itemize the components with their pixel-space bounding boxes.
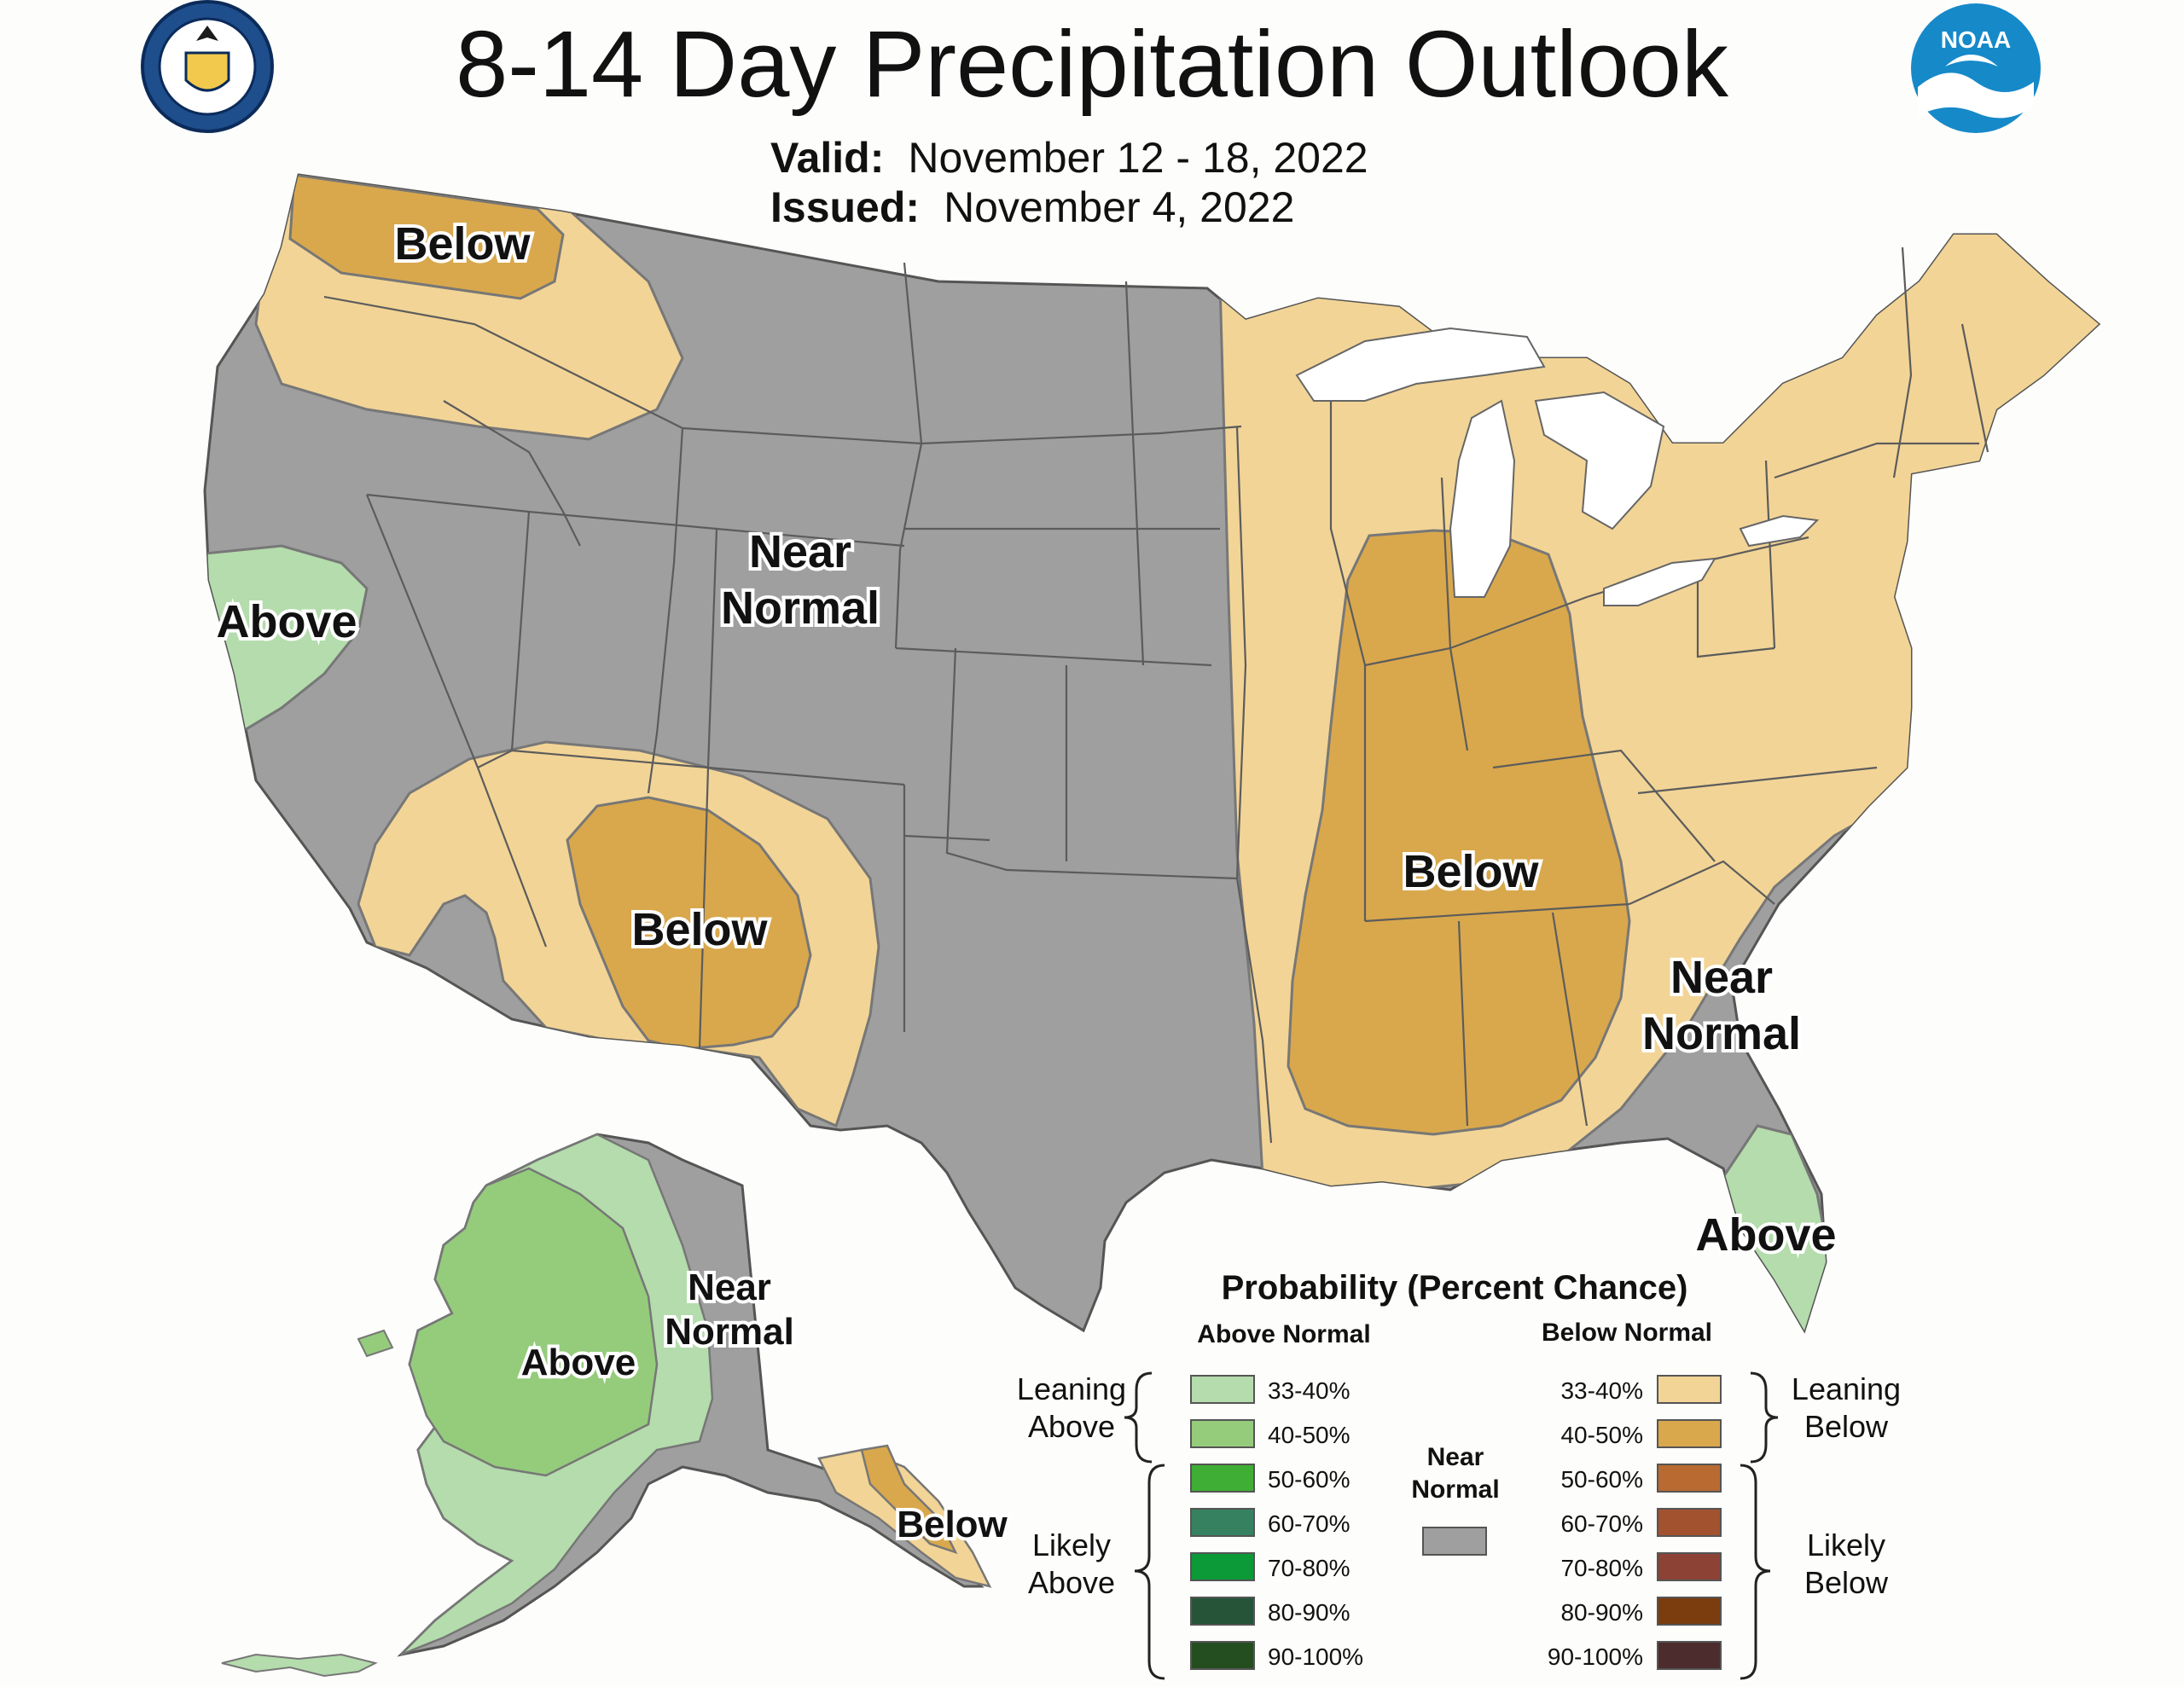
- issued-label: Issued:: [770, 183, 921, 231]
- region-label-florida-above: Above: [1695, 1209, 1836, 1261]
- legend-likely-below-line2: Below: [1804, 1565, 1889, 1600]
- alaska-map: [221, 1133, 992, 1678]
- map-title: 8-14 Day Precipitation Outlook: [456, 12, 1728, 117]
- legend-bin-label-above-5: 80-90%: [1268, 1599, 1350, 1626]
- legend-braces: [1124, 1371, 1779, 1680]
- legend-bin-label-below-4: 70-80%: [1560, 1555, 1643, 1581]
- legend-swatch-above-70-80: [1190, 1552, 1255, 1581]
- lake-superior: [1295, 327, 1546, 402]
- state-borders: [323, 246, 1989, 1144]
- region-label-alaska-below: Below: [897, 1504, 1008, 1545]
- legend-bin-label-above-2: 50-60%: [1268, 1466, 1350, 1493]
- region-label-atlantic-normal: Normal: [1642, 1008, 1801, 1059]
- legend-bin-label-below-0: 33-40%: [1560, 1377, 1643, 1404]
- commerce-seal-eagle: [196, 26, 218, 41]
- lake-erie: [1603, 557, 1716, 606]
- legend-bin-label-below-2: 50-60%: [1560, 1466, 1643, 1493]
- valid-label: Valid:: [770, 134, 885, 182]
- noaa-logo-outer: [1911, 3, 2041, 133]
- legend-swatch-above-33-40: [1190, 1375, 1255, 1404]
- legend-title: Probability (Percent Chance): [1222, 1269, 1688, 1307]
- legend-bin-label-below-5: 80-90%: [1560, 1599, 1643, 1626]
- region-label-california-above: Above: [216, 596, 357, 647]
- legend-swatch-above-60-70: [1190, 1508, 1255, 1537]
- conus-outlook-shading: [205, 175, 2099, 1330]
- legend-likely-above-line2: Above: [1028, 1565, 1115, 1600]
- legend-leaning-below-line1: Leaning: [1792, 1371, 1901, 1406]
- pnw-below-region: [288, 175, 565, 300]
- noaa-logo-wave: [1918, 72, 2034, 119]
- legend-swatch-below-60-70: [1657, 1508, 1722, 1537]
- issued-value: November 4, 2022: [944, 183, 1295, 231]
- legend-bin-label-above-4: 70-80%: [1268, 1555, 1350, 1581]
- legend-likely-above-line1: Likely: [1032, 1528, 1111, 1562]
- legend-swatch-below-40-50: [1657, 1419, 1722, 1448]
- legend: Probability (Percent Chance) Above Norma…: [1017, 1269, 1901, 1680]
- legend-swatch-below-50-60: [1657, 1464, 1722, 1493]
- legend-swatch-above-80-90: [1190, 1597, 1255, 1626]
- legend-bin-label-below-3: 60-70%: [1560, 1510, 1643, 1537]
- right-logo: NOAA: [1911, 3, 2041, 133]
- left-logo: [141, 0, 274, 133]
- issued-date: Issued: November 4, 2022: [770, 183, 1294, 232]
- region-label-atlantic-near: Near: [1670, 952, 1773, 1003]
- legend-below-header: Below Normal: [1542, 1319, 1712, 1347]
- lake-ontario: [1739, 514, 1820, 548]
- legend-likely-below-line1: Likely: [1807, 1528, 1885, 1562]
- legend-swatch-below-90-100: [1657, 1641, 1722, 1670]
- commerce-seal-shield: [184, 51, 230, 92]
- region-label-southwest-below: Below: [631, 904, 768, 955]
- region-label-southeast-below: Below: [1403, 846, 1539, 897]
- region-label-pnw-below: Below: [394, 218, 531, 270]
- legend-leaning-above-line2: Above: [1028, 1409, 1115, 1444]
- region-label-west-near: Near: [749, 526, 851, 577]
- st-lawrence-island: [357, 1329, 394, 1358]
- legend-bin-label-above-6: 90-100%: [1268, 1644, 1363, 1670]
- region-labels: Below Above Near Normal Below Below Near…: [212, 215, 1839, 1549]
- valid-value: November 12 - 18, 2022: [908, 134, 1368, 182]
- legend-above-swatches: 33-40% 40-50% 50-60% 60-70% 70-80% 80-90% 90-1…: [1190, 1375, 1363, 1670]
- legend-bin-label-above-0: 33-40%: [1268, 1377, 1350, 1404]
- legend-bin-label-below-1: 40-50%: [1560, 1422, 1643, 1448]
- legend-swatch-below-70-80: [1657, 1552, 1722, 1581]
- legend-swatch-below-80-90: [1657, 1597, 1722, 1626]
- legend-leaning-below-line2: Below: [1804, 1409, 1889, 1444]
- legend-swatch-above-40-50: [1190, 1419, 1255, 1448]
- legend-bin-label-above-1: 40-50%: [1268, 1422, 1350, 1448]
- legend-swatch-above-50-60: [1190, 1464, 1255, 1493]
- conus-map: [203, 173, 2101, 1334]
- noaa-logo-text: NOAA: [1941, 26, 2011, 53]
- aleutian-islands: [221, 1653, 378, 1678]
- great-lakes: [1295, 327, 1820, 606]
- valid-dates: Valid: November 12 - 18, 2022: [770, 133, 1368, 183]
- southwest-below-region: [566, 796, 812, 1051]
- legend-bin-label-above-3: 60-70%: [1268, 1510, 1350, 1537]
- legend-swatch-below-33-40: [1657, 1375, 1722, 1404]
- region-label-alaska-above: Above: [521, 1342, 636, 1383]
- region-label-alaska-near: Near: [688, 1267, 771, 1308]
- alaska-above-region: [408, 1167, 659, 1477]
- legend-swatch-above-90-100: [1190, 1641, 1255, 1670]
- legend-near-normal-swatch: [1422, 1527, 1487, 1556]
- legend-below-swatches: 33-40% 40-50% 50-60% 60-70% 70-80% 80-90% 90-1…: [1548, 1375, 1722, 1670]
- alaska-below-region: [860, 1444, 958, 1555]
- noaa-logo-bird: [1945, 55, 1998, 67]
- region-label-alaska-normal: Normal: [665, 1311, 794, 1353]
- legend-above-header: Above Normal: [1197, 1320, 1370, 1348]
- legend-bin-label-below-6: 90-100%: [1548, 1644, 1643, 1670]
- legend-near-normal-line2: Normal: [1411, 1475, 1499, 1504]
- lake-huron: [1534, 391, 1665, 530]
- legend-near-normal-line1: Near: [1427, 1443, 1484, 1471]
- lake-michigan: [1449, 399, 1516, 598]
- legend-leaning-above-line1: Leaning: [1017, 1371, 1126, 1406]
- region-label-west-normal: Normal: [721, 583, 880, 634]
